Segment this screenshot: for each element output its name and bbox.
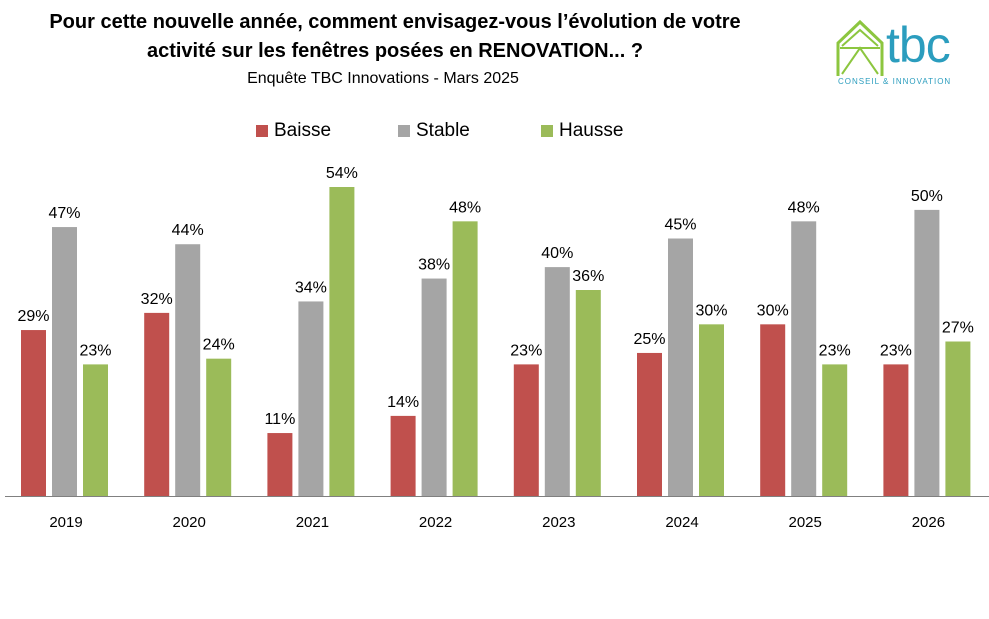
chart-title: Pour cette nouvelle année, comment envis…	[0, 8, 790, 66]
bar-hausse-2026	[945, 341, 971, 496]
x-tick-label-2024: 2024	[665, 514, 698, 531]
data-label-baisse-2019: 29%	[17, 308, 49, 325]
x-tick-label-2022: 2022	[419, 514, 452, 531]
data-label-baisse-2022: 14%	[387, 394, 419, 411]
x-tick-label-2021: 2021	[296, 514, 329, 531]
legend-item-baisse: Baisse	[256, 120, 331, 142]
bar-baisse-2026	[883, 364, 909, 496]
bar-baisse-2025	[760, 324, 786, 496]
x-tick-label-2020: 2020	[173, 514, 206, 531]
chart-title-line2: activité sur les fenêtres posées en RENO…	[146, 40, 644, 62]
bar-baisse-2022	[390, 415, 416, 496]
data-label-stable-2026: 50%	[911, 188, 943, 205]
data-label-hausse-2021: 54%	[326, 165, 358, 182]
legend-swatch-baisse	[256, 125, 268, 137]
bar-hausse-2021	[329, 187, 355, 496]
x-tick-label-2025: 2025	[789, 514, 822, 531]
bar-hausse-2024	[699, 324, 724, 496]
bar-baisse-2019	[21, 330, 46, 496]
x-tick-label-2019: 2019	[49, 514, 82, 531]
bar-hausse-2022	[452, 221, 478, 497]
bar-stable-2021	[298, 301, 324, 496]
data-label-stable-2021: 34%	[295, 279, 327, 296]
data-label-stable-2025: 48%	[788, 199, 820, 216]
legend-label-baisse: Baisse	[274, 120, 332, 141]
chart-subtitle: Enquête TBC Innovations - Mars 2025	[247, 70, 519, 87]
data-label-hausse-2025: 23%	[819, 342, 851, 359]
data-label-hausse-2026: 27%	[942, 320, 974, 337]
data-label-stable-2020: 44%	[172, 222, 204, 239]
data-label-baisse-2020: 32%	[141, 291, 173, 308]
data-label-hausse-2019: 23%	[79, 342, 111, 359]
bar-hausse-2019	[83, 364, 108, 496]
logo-tagline: CONSEIL & INNOVATION	[838, 77, 952, 86]
chart-legend: Baisse Stable Hausse	[0, 120, 989, 144]
legend-item-hausse: Hausse	[541, 120, 623, 142]
data-label-hausse-2020: 24%	[203, 337, 235, 354]
legend-label-stable: Stable	[416, 120, 470, 141]
data-label-stable-2019: 47%	[48, 205, 80, 222]
data-label-stable-2024: 45%	[664, 217, 696, 234]
bar-stable-2025	[791, 221, 817, 497]
bar-stable-2023	[544, 267, 570, 496]
tbc-logo-icon	[836, 19, 884, 76]
legend-swatch-hausse	[541, 125, 553, 137]
data-label-baisse-2025: 30%	[757, 302, 789, 319]
data-label-hausse-2024: 30%	[695, 302, 727, 319]
x-tick-label-2023: 2023	[542, 514, 575, 531]
legend-swatch-stable	[398, 125, 410, 137]
bar-stable-2020	[175, 244, 201, 496]
data-label-baisse-2024: 25%	[633, 331, 665, 348]
data-label-baisse-2023: 23%	[510, 342, 542, 359]
data-label-hausse-2022: 48%	[449, 199, 481, 216]
data-label-baisse-2021: 11%	[264, 411, 295, 428]
bar-stable-2022	[421, 278, 447, 496]
legend-item-stable: Stable	[398, 120, 470, 142]
logo-text: tbc	[886, 17, 951, 73]
data-label-stable-2023: 40%	[541, 245, 573, 262]
legend-label-hausse: Hausse	[559, 120, 624, 141]
data-label-baisse-2026: 23%	[880, 342, 912, 359]
bar-baisse-2024	[637, 352, 662, 496]
data-label-stable-2022: 38%	[418, 257, 450, 274]
bar-stable-2026	[914, 209, 940, 496]
bar-baisse-2023	[513, 364, 539, 496]
chart-title-line1: Pour cette nouvelle année, comment envis…	[49, 11, 741, 33]
bar-hausse-2023	[575, 290, 601, 496]
bar-hausse-2020	[206, 358, 232, 496]
bar-baisse-2020	[144, 312, 170, 496]
bar-hausse-2025	[822, 364, 848, 496]
data-label-hausse-2023: 36%	[572, 268, 604, 285]
bar-stable-2019	[52, 227, 77, 497]
bar-baisse-2021	[267, 433, 293, 496]
bar-stable-2024	[668, 238, 693, 496]
x-tick-label-2026: 2026	[912, 514, 945, 531]
